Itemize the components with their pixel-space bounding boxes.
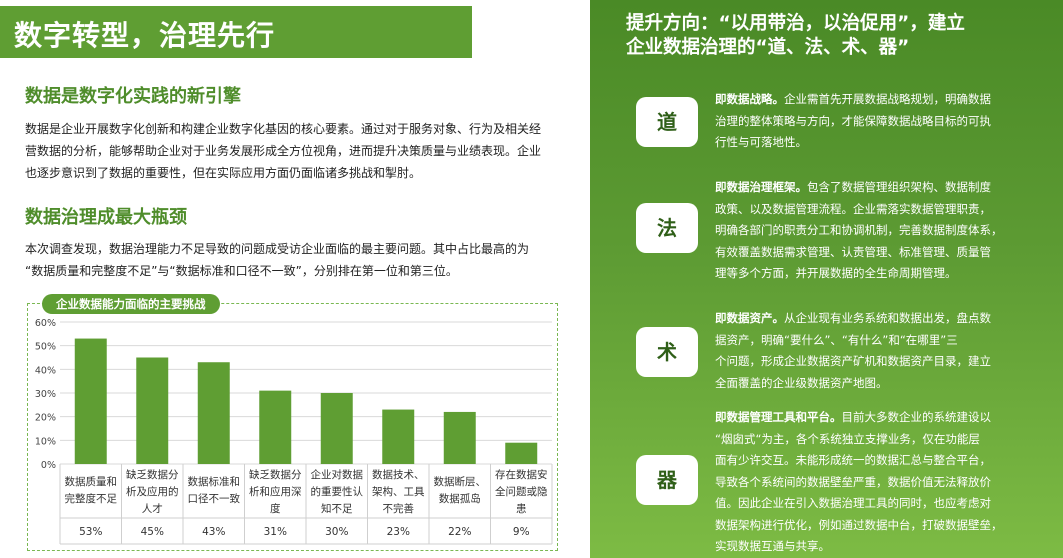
data-label: 23% bbox=[387, 526, 410, 538]
paragraph-line: 营数据的分析，能够帮助企业对于业务发展形成全方位视角，进而提升决策质量与业绩表现… bbox=[25, 144, 542, 158]
paragraph-line: “数据质量和完整度不足”与“数据标准和口径不一致”，分别排在第一位和第三位。 bbox=[25, 264, 458, 278]
paragraph-line: 本次调查发现，数据治理能力不足导致的问题成受访企业面临的最主要问题。其中占比最高… bbox=[25, 242, 530, 256]
badge-fa: 法 bbox=[636, 203, 698, 253]
item-line: 治理的整体策略与方向，才能保障数据战略目标的可执 bbox=[715, 113, 991, 128]
category-label: 度 bbox=[270, 502, 281, 515]
item-line: 实现数据互通与共享。 bbox=[715, 539, 830, 553]
title-band: 数字转型，治理先行 bbox=[0, 6, 472, 58]
badge-shu: 术 bbox=[636, 327, 698, 377]
item-shu-text: 即数据资产。从企业现有业务系统和数据出发，盘点数 据资产，明确“要什么”、“有什… bbox=[715, 308, 1010, 394]
category-label: 析和应用深 bbox=[249, 485, 302, 498]
y-tick-label: 40% bbox=[35, 365, 56, 376]
section-heading-bottleneck: 数据治理成最大瓶颈 bbox=[25, 207, 187, 228]
bar bbox=[136, 357, 169, 464]
paragraph-line: 数据是企业开展数字化创新和构建企业数字化基因的核心要素。通过对于服务对象、行为及… bbox=[25, 122, 542, 136]
right-title-line: 企业数据治理的“道、法、术、器” bbox=[626, 37, 910, 58]
item-line: 个问题，形成企业数据资产矿机和数据资产目录，建立 bbox=[715, 354, 991, 368]
category-label: 知不足 bbox=[321, 502, 353, 515]
y-tick-label: 20% bbox=[35, 413, 56, 424]
item-line: 从企业现有业务系统和数据出发，盘点数 bbox=[784, 311, 991, 325]
y-tick-label: 10% bbox=[35, 436, 56, 447]
item-label: 即数据管理工具和平台。 bbox=[715, 410, 842, 424]
data-label: 9% bbox=[513, 526, 530, 538]
category-label: 析及应用的 bbox=[126, 485, 179, 498]
section-heading-engine: 数据是数字化实践的新引擎 bbox=[25, 86, 241, 107]
right-panel-title: 提升方向：“以用带治，以治促用”，建立 企业数据治理的“道、法、术、器” bbox=[626, 12, 965, 60]
category-label: 人才 bbox=[142, 502, 163, 515]
category-label: 数据质量和 bbox=[65, 475, 118, 488]
bar-chart: 0%10%20%30%40%50%60% 数据质量和完整度不足缺乏数据分析及应用… bbox=[35, 318, 553, 545]
category-label: 完整度不足 bbox=[65, 492, 118, 505]
item-line: 目前大多数企业的系统建设以 bbox=[841, 410, 992, 424]
item-line: 企业需首先开展数据战略规划，明确数据 bbox=[784, 92, 991, 106]
chart-title: 企业数据能力面临的主要挑战 bbox=[42, 294, 220, 314]
y-tick-label: 30% bbox=[35, 389, 56, 400]
category-label: 全问题或隐 bbox=[495, 485, 548, 498]
item-label: 即数据战略。 bbox=[715, 92, 784, 106]
section-paragraph-bottleneck: 本次调查发现，数据治理能力不足导致的问题成受访企业面临的最主要问题。其中占比最高… bbox=[25, 238, 543, 282]
item-line: 全面覆盖的企业级数据资产地图。 bbox=[715, 375, 888, 390]
item-dao-text: 即数据战略。企业需首先开展数据战略规划，明确数据 治理的整体策略与方向，才能保障… bbox=[715, 89, 1010, 154]
item-line: 政策、以及数据管理流程。企业需落实数据管理职责， bbox=[715, 201, 991, 216]
data-label: 31% bbox=[264, 526, 287, 538]
category-label: 数据标准和 bbox=[188, 475, 241, 488]
bar bbox=[505, 442, 538, 464]
item-line: 数据架构进行优化，例如通过数据中台，打破数据壁垒， bbox=[715, 517, 1003, 532]
bar bbox=[259, 390, 292, 464]
item-line: 面有少许交互。未能形成统一的数据汇总与整合平台， bbox=[715, 453, 991, 467]
paragraph-line: 也逐步意识到了数据的重要性，但在实际应用方面仍面临诸多挑战和掣肘。 bbox=[25, 166, 422, 180]
item-fa-text: 即数据治理框架。包含了数据管理组织架构、数据制度 政策、以及数据管理流程。企业需… bbox=[715, 177, 1010, 285]
y-tick-label: 60% bbox=[35, 318, 56, 329]
y-tick-label: 50% bbox=[35, 342, 56, 353]
category-label: 数据技术、 bbox=[372, 468, 425, 481]
data-label: 30% bbox=[325, 526, 348, 538]
item-label: 即数据资产。 bbox=[715, 311, 784, 325]
section-paragraph-engine: 数据是企业开展数字化创新和构建企业数字化基因的核心要素。通过对于服务对象、行为及… bbox=[25, 118, 543, 184]
item-line: 值。因此企业在引入数据治理工具的同时，也应考虑对 bbox=[715, 496, 991, 510]
category-label: 缺乏数据分 bbox=[249, 468, 302, 481]
category-label: 不完善 bbox=[383, 502, 415, 515]
item-line: 据资产，明确“要什么”、“有什么”和“在哪里”三 bbox=[715, 332, 958, 347]
category-label: 患 bbox=[516, 503, 527, 515]
category-label: 企业对数据 bbox=[311, 468, 364, 481]
item-line: 有效覆盖数据需求管理、认责管理、标准管理、质量管 bbox=[715, 244, 991, 259]
category-label: 口径不一致 bbox=[188, 492, 241, 505]
data-label: 53% bbox=[79, 526, 102, 538]
data-label: 43% bbox=[202, 526, 225, 538]
data-label: 22% bbox=[448, 526, 471, 538]
bar bbox=[443, 411, 476, 464]
data-label: 45% bbox=[141, 526, 164, 538]
chart-frame bbox=[27, 303, 558, 551]
item-line: 行性与可落地性。 bbox=[715, 135, 807, 149]
right-panel: 提升方向：“以用带治，以治促用”，建立 企业数据治理的“道、法、术、器” 道 即… bbox=[590, 0, 1063, 558]
bar bbox=[382, 409, 415, 464]
bar bbox=[320, 393, 353, 464]
bar bbox=[197, 362, 230, 464]
category-label: 数据孤岛 bbox=[439, 492, 481, 505]
category-label: 的重要性认 bbox=[311, 485, 364, 498]
item-line: 理等多个方面，并开展数据的全生命周期管理。 bbox=[715, 266, 957, 280]
badge-qi: 器 bbox=[636, 455, 698, 505]
item-line: 明确各部门的职责分工和协调机制，完善数据制度体系， bbox=[715, 223, 1003, 237]
item-line: “烟囱式“为主，各个系统独立支撑业务，仅在功能层 bbox=[715, 431, 980, 446]
item-line: 包含了数据管理组织架构、数据制度 bbox=[807, 180, 991, 194]
item-qi-text: 即数据管理工具和平台。目前大多数企业的系统建设以 “烟囱式“为主，各个系统独立支… bbox=[715, 407, 1010, 558]
category-label: 存在数据安 bbox=[495, 468, 548, 481]
item-label: 即数据治理框架。 bbox=[715, 180, 807, 194]
page-title: 数字转型，治理先行 bbox=[14, 19, 276, 52]
right-title-line: 提升方向：“以用带治，以治促用”，建立 bbox=[626, 13, 965, 34]
y-tick-label: 0% bbox=[41, 460, 56, 471]
category-label: 缺乏数据分 bbox=[126, 468, 179, 481]
category-label: 架构、工具 bbox=[372, 485, 425, 498]
bar bbox=[74, 338, 107, 464]
item-line: 导致各个系统间的数据壁垒严重，数据价值无法释放价 bbox=[715, 474, 991, 489]
badge-dao: 道 bbox=[636, 97, 698, 147]
category-label: 数据断层、 bbox=[434, 475, 487, 488]
